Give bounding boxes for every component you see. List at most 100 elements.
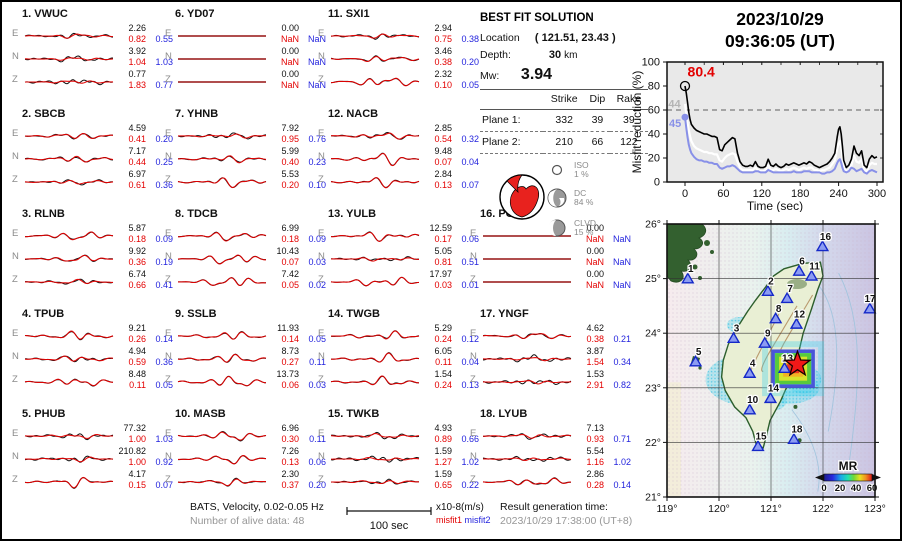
station-number-7: 7 xyxy=(787,284,793,295)
misfit1-value: 0.95 xyxy=(281,133,299,144)
station-header: 4. TPUB xyxy=(22,308,65,320)
station-number-14: 14 xyxy=(768,384,780,395)
misfit2-value: 1.02 xyxy=(461,456,479,467)
amplitude-value: 7.92 xyxy=(281,123,299,133)
polyline-shape xyxy=(330,33,419,39)
station-number-10: 10 xyxy=(747,395,759,406)
x-tick-label: 120 xyxy=(753,188,771,200)
misfit1-value: NaN xyxy=(280,79,299,90)
amplitude-value: 3.87 xyxy=(586,346,604,356)
circle-shape xyxy=(692,264,698,270)
misfit1-value: 0.15 xyxy=(128,479,146,490)
trace-row-LYUB-N: N 5.54 1.16 1.02 xyxy=(468,446,631,468)
trace-row-YNGF-N: N 3.87 1.54 0.34 xyxy=(468,346,631,368)
misfit1-value: 0.07 xyxy=(281,256,299,267)
waveform-TPUB-N xyxy=(24,355,114,363)
polyline-shape xyxy=(178,331,267,340)
trace-values: 4.93 0.89 0.66 xyxy=(419,423,479,444)
mw-value: 3.94 xyxy=(520,66,553,83)
trace-values: 3.46 0.38 0.20 xyxy=(419,46,479,67)
trace-row-RLNB-Z: Z 6.74 0.66 0.41 xyxy=(10,269,173,291)
map-y-tick-label: 21° xyxy=(645,492,661,504)
channel-label: Z xyxy=(470,374,476,385)
waveform-VWUC-E xyxy=(24,32,114,39)
waveform-PHUB-Z xyxy=(24,476,114,489)
polyline-shape xyxy=(331,352,420,363)
misfit1-value: NaN xyxy=(585,279,604,290)
channel-label: N xyxy=(470,351,477,362)
trace-row-VWUC-E: E 2.26 0.82 0.55 xyxy=(10,23,173,45)
planes-header-empty xyxy=(480,89,544,110)
amplitude-value: 6.96 xyxy=(281,423,299,433)
y-axis-label: Misfit reduction (%) xyxy=(630,71,644,174)
waveform-YULB-E xyxy=(330,231,420,242)
solution-title: BEST FIT SOLUTION xyxy=(480,12,594,24)
china-coast-land xyxy=(666,223,707,283)
polyline-shape xyxy=(330,375,420,386)
trace-values: 0.00 NaN NaN xyxy=(571,223,631,244)
misfit2-value: 0.04 xyxy=(461,156,479,167)
trace-values: 4.17 0.15 0.07 xyxy=(113,469,173,490)
trace-row-TWKB-N: N 1.59 1.27 1.02 xyxy=(316,446,479,468)
station-triangle-6 xyxy=(792,264,806,276)
trace-row-SXI1-Z: Z 2.32 0.10 0.05 xyxy=(316,69,479,91)
mw-label: Mw: xyxy=(480,70,500,82)
station-number-6: 6 xyxy=(799,256,805,267)
amplitude-value: 4.94 xyxy=(128,346,146,356)
waveform-PHUB-E xyxy=(24,433,114,441)
waveform-MASB-N xyxy=(178,455,267,465)
trace-values: 3.87 1.54 0.34 xyxy=(571,346,631,367)
trace-row-YD07-E: E 0.00 NaN NaN xyxy=(163,23,326,45)
misfit2-value: 0.20 xyxy=(461,56,479,67)
trace-values: 5.05 0.81 0.51 xyxy=(419,246,479,267)
station-block-YNGF: 17. YNGF E 4.62 0.38 0.21 N 3.87 1.54 0.34 Z 1.53 2… xyxy=(468,308,631,406)
misfit1-value: 0.03 xyxy=(434,279,452,290)
polyline-shape xyxy=(331,352,420,363)
trace-values: 2.94 0.75 0.38 xyxy=(419,23,479,44)
waveform-MASB-Z xyxy=(177,477,267,487)
waveform-TWGB-Z xyxy=(330,375,420,386)
trace-values: 5.87 0.18 0.09 xyxy=(113,223,173,244)
channel-label: Z xyxy=(318,74,324,85)
map-y-tick-label: 23° xyxy=(645,382,661,394)
amplitude-value: 2.26 xyxy=(128,23,146,33)
amplitude-value: 3.92 xyxy=(128,46,146,56)
polyline-shape xyxy=(25,278,113,284)
planes-table: Strike Dip Rake Plane 1: 332 39 39 Plane… xyxy=(480,89,648,154)
channel-label: N xyxy=(165,451,172,462)
polyline-shape xyxy=(177,375,266,387)
polyline-shape xyxy=(177,477,267,487)
channel-label: Z xyxy=(318,274,324,285)
channel-label: N xyxy=(12,351,19,362)
misfit2-value: 0.14 xyxy=(613,479,631,490)
polyline-shape xyxy=(24,79,114,86)
x-tick-label: 240 xyxy=(829,188,847,200)
trace-values: 0.00 NaN NaN xyxy=(571,246,631,267)
channel-label: N xyxy=(12,451,19,462)
misfit2-value: 0.25 xyxy=(155,156,173,167)
misfit2-value: NaN xyxy=(307,56,326,67)
misfit1-value: 0.36 xyxy=(128,256,146,267)
trace-row-SSLB-E: E 11.93 0.14 0.05 xyxy=(163,323,326,345)
clvd-component: CLVD 15 % xyxy=(546,217,596,239)
channel-label: E xyxy=(12,28,19,39)
trace-row-YULB-Z: Z 17.97 0.03 0.01 xyxy=(316,269,479,291)
misfit-grid-square xyxy=(771,349,815,388)
depth-row: Depth: 30 km xyxy=(480,49,652,61)
x-axis-label: Time (sec) xyxy=(747,199,803,212)
station-header: 17. YNGF xyxy=(480,308,529,320)
map-y-tick-label: 22° xyxy=(645,437,661,449)
waveform-NACB-N xyxy=(330,152,420,167)
amplitude-value: 1.54 xyxy=(434,369,452,379)
amplitude-value: 3.46 xyxy=(434,46,452,56)
misfit1-value: 0.13 xyxy=(281,456,299,467)
trace-values: 7.92 0.95 0.76 xyxy=(266,123,326,144)
amplitude-value: 6.05 xyxy=(434,346,452,356)
trace-row-TPUB-E: E 9.21 0.26 0.14 xyxy=(10,323,173,345)
waveform-YNGF-E xyxy=(482,332,572,340)
amplitude-value: 9.92 xyxy=(128,246,146,256)
station-block-TPUB: 4. TPUB E 9.21 0.26 0.14 N 4.94 0.59 0.36 Z 8.48 0.… xyxy=(10,308,173,406)
polyline-shape xyxy=(330,132,420,140)
misfit2-value: 0.20 xyxy=(155,133,173,144)
station-number-9: 9 xyxy=(765,329,771,340)
